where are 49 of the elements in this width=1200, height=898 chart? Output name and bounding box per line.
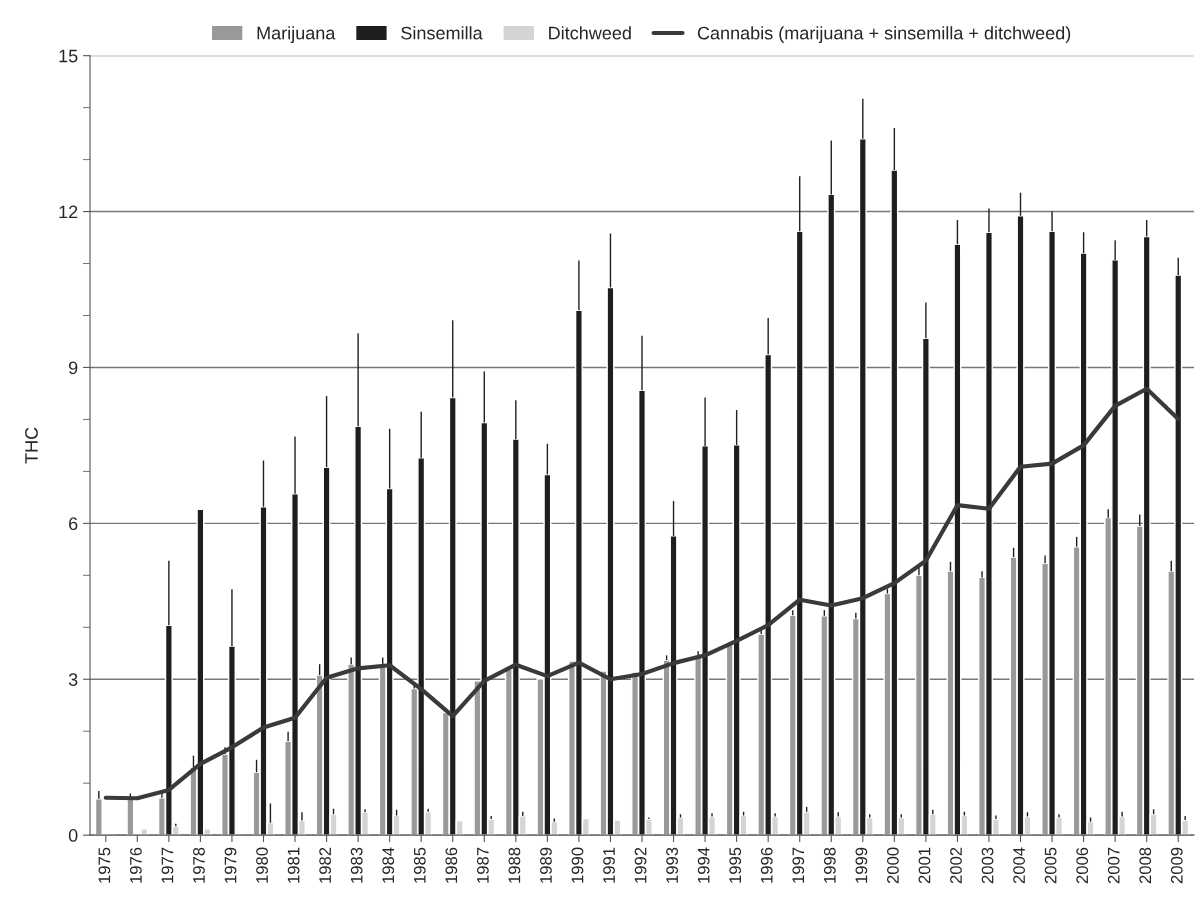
x-tick-label: 1978 [193, 847, 205, 883]
y-axis-title: THC [25, 427, 38, 464]
x-tick-label: 2006 [1076, 847, 1089, 884]
bar [126, 798, 135, 836]
y-tick-label: 12 [59, 205, 78, 219]
legend-label: Cannabis (marijuana + sinsemilla + ditchweed) [697, 26, 1071, 44]
y-tick-label: 3 [68, 673, 78, 686]
x-tick-label: 2004 [1013, 847, 1025, 884]
x-tick-label: 2001 [918, 847, 931, 884]
x-tick-label: 1977 [161, 847, 174, 883]
x-tick-label: 1981 [287, 847, 300, 883]
y-tick-label: 9 [69, 361, 78, 375]
y-tick-label: 15 [59, 49, 78, 63]
x-tick-label: 1984 [382, 847, 395, 883]
x-tick-label: 1976 [129, 847, 142, 883]
legend-label: Sinsemilla [401, 26, 483, 40]
y-tick-label: 0 [68, 829, 78, 842]
legend-label: Marijuana [257, 26, 336, 44]
y-tick-label: 6 [69, 517, 78, 531]
x-tick-label: 2003 [981, 847, 994, 884]
x-tick-label: 1989 [540, 847, 552, 883]
x-tick-label: 1999 [855, 847, 868, 883]
x-tick-label: 1979 [224, 847, 237, 883]
x-tick-label: 1998 [823, 847, 836, 883]
legend-label: Ditchweed [549, 26, 631, 40]
line-series [103, 386, 1181, 801]
x-tick-label: 1983 [350, 847, 363, 883]
x-tick-label: 2005 [1044, 847, 1057, 884]
x-tick-label: 1982 [319, 847, 332, 883]
x-tick-label: 1995 [729, 847, 742, 883]
x-tick-label: 1986 [445, 847, 458, 883]
x-tick-label: 1980 [256, 847, 268, 883]
x-tick-label: 1990 [571, 847, 584, 883]
x-tick-label: 1985 [413, 847, 426, 883]
x-tick-label: 1997 [792, 847, 805, 883]
x-tick-label: 1987 [476, 847, 489, 883]
x-tick-label: 2000 [887, 847, 899, 884]
x-tick-label: 1975 [98, 847, 111, 883]
bar [94, 798, 103, 836]
x-tick-label: 1993 [666, 847, 679, 883]
x-tick-label: 1994 [697, 847, 710, 883]
x-tick-label: 2009 [1170, 847, 1183, 884]
x-tick-label: 2008 [1139, 847, 1152, 884]
x-tick-label: 1991 [603, 847, 615, 883]
x-tick-label: 2007 [1107, 847, 1120, 884]
x-tick-label: 1988 [508, 847, 521, 883]
x-tick-label: 1992 [634, 847, 647, 883]
x-tick-label: 1996 [760, 847, 773, 883]
x-tick-label: 2002 [950, 847, 962, 884]
